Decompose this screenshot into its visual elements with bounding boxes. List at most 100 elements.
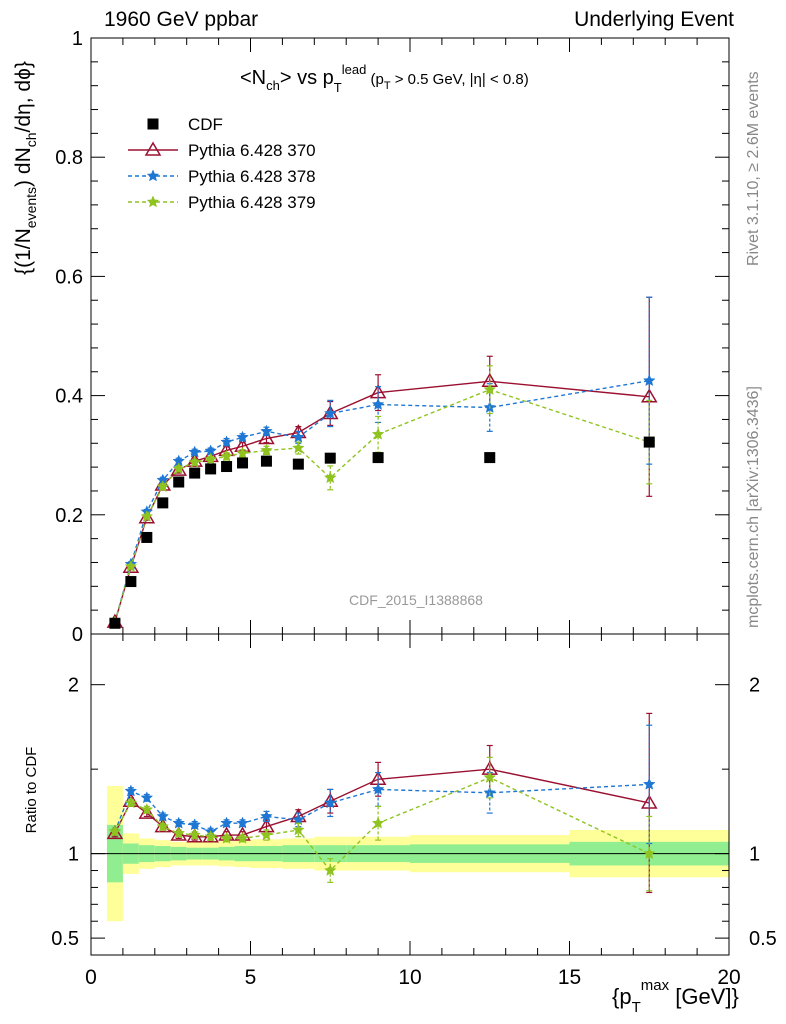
data-point (156, 480, 170, 493)
data-point (140, 791, 154, 804)
data-point (156, 809, 170, 822)
analysis-watermark: CDF_2015_I1388868 (349, 592, 483, 608)
ratio-y-tick-label: 2 (68, 675, 79, 697)
data-point (237, 457, 249, 469)
y-tick-label: 0.2 (55, 505, 83, 527)
data-point (125, 576, 137, 588)
legend-label: Pythia 6.428 379 (188, 193, 316, 212)
y-tick-label: 1 (72, 28, 83, 50)
data-point (188, 818, 202, 831)
data-point (292, 458, 304, 470)
x-tick-label: 20 (717, 966, 740, 989)
data-point (236, 446, 249, 459)
y-axis-label: {(1/Nevents) dNch/dη, dϕ} (12, 61, 39, 275)
data-point (147, 118, 159, 130)
x-tick-label: 10 (398, 966, 421, 989)
data-point (260, 455, 272, 467)
x-tick-label: 0 (85, 966, 97, 989)
data-point (220, 435, 233, 448)
x-tick-label: 15 (558, 966, 581, 989)
data-point (236, 831, 249, 844)
plot-title: <Nch> vs pTlead (pT > 0.5 GeV, |η| < 0.8… (240, 62, 529, 95)
data-point (260, 809, 273, 822)
data-point (371, 427, 385, 440)
data-point (323, 406, 337, 419)
series-line (114, 380, 650, 623)
series-line (114, 776, 650, 872)
data-point (188, 455, 201, 468)
data-point (371, 782, 385, 795)
data-point (146, 169, 160, 182)
x-axis-label: {pTmax [GeV]} (612, 977, 739, 1016)
data-point (205, 463, 217, 475)
data-point (236, 430, 249, 443)
data-point (642, 777, 656, 790)
data-point (323, 471, 337, 484)
ratio-y-tick-label-right: 1 (749, 844, 760, 866)
series-line (114, 380, 650, 623)
data-point (173, 476, 185, 488)
data-point (484, 452, 496, 464)
x-tick-label: 5 (245, 966, 257, 989)
data-point (292, 441, 305, 454)
data-point (141, 531, 153, 543)
data-point (643, 436, 655, 448)
y-tick-label: 0.6 (55, 266, 83, 288)
data-point (221, 461, 233, 473)
ratio-plot-frame (90, 633, 730, 956)
data-point (324, 452, 336, 464)
data-point (146, 195, 160, 208)
ratio-y-axis-label: Ratio to CDF (23, 747, 40, 834)
data-point (372, 452, 384, 464)
data-point (109, 617, 121, 629)
data-point (220, 449, 233, 462)
data-point (204, 452, 217, 465)
data-point (220, 816, 233, 829)
data-point (124, 784, 138, 797)
data-point (260, 424, 273, 437)
data-point (483, 770, 497, 783)
data-point (124, 559, 138, 573)
data-point (106, 824, 124, 840)
y-tick-label: 0 (72, 624, 83, 646)
main-plot-frame (90, 37, 730, 635)
data-point (292, 823, 305, 836)
data-point (189, 467, 201, 479)
data-point (260, 443, 273, 456)
data-point (323, 796, 337, 809)
data-point (172, 462, 186, 475)
data-point (323, 863, 337, 876)
data-point (157, 497, 169, 509)
data-point (124, 796, 138, 809)
ratio-y-tick-label-right: 2 (749, 675, 760, 697)
ratio-y-tick-label: 1 (68, 844, 79, 866)
data-point (371, 816, 385, 829)
data-point (258, 430, 275, 445)
ratio-y-tick-label: 0.5 (51, 928, 79, 950)
data-point (371, 397, 385, 410)
data-point (483, 786, 497, 799)
data-point (204, 830, 217, 843)
data-point (188, 445, 202, 458)
y-tick-label: 0.4 (55, 386, 83, 408)
data-point (172, 826, 186, 839)
data-point (186, 828, 203, 843)
data-point (292, 430, 305, 443)
data-point (220, 831, 233, 844)
data-point (236, 816, 249, 829)
legend-label: Pythia 6.428 370 (188, 141, 316, 160)
header-left-label: 1960 GeV ppbar (104, 8, 259, 31)
data-point (138, 804, 156, 819)
data-point (140, 509, 154, 522)
legend-label: CDF (188, 115, 223, 134)
y-tick-label: 0.8 (55, 147, 83, 169)
legend-label: Pythia 6.428 378 (188, 167, 316, 186)
data-point (172, 816, 186, 829)
data-point (108, 825, 122, 838)
data-point (140, 803, 154, 816)
data-point (642, 374, 656, 387)
series-line (114, 388, 650, 623)
data-point (260, 828, 273, 841)
ratio-y-tick-label-right: 0.5 (749, 928, 777, 950)
